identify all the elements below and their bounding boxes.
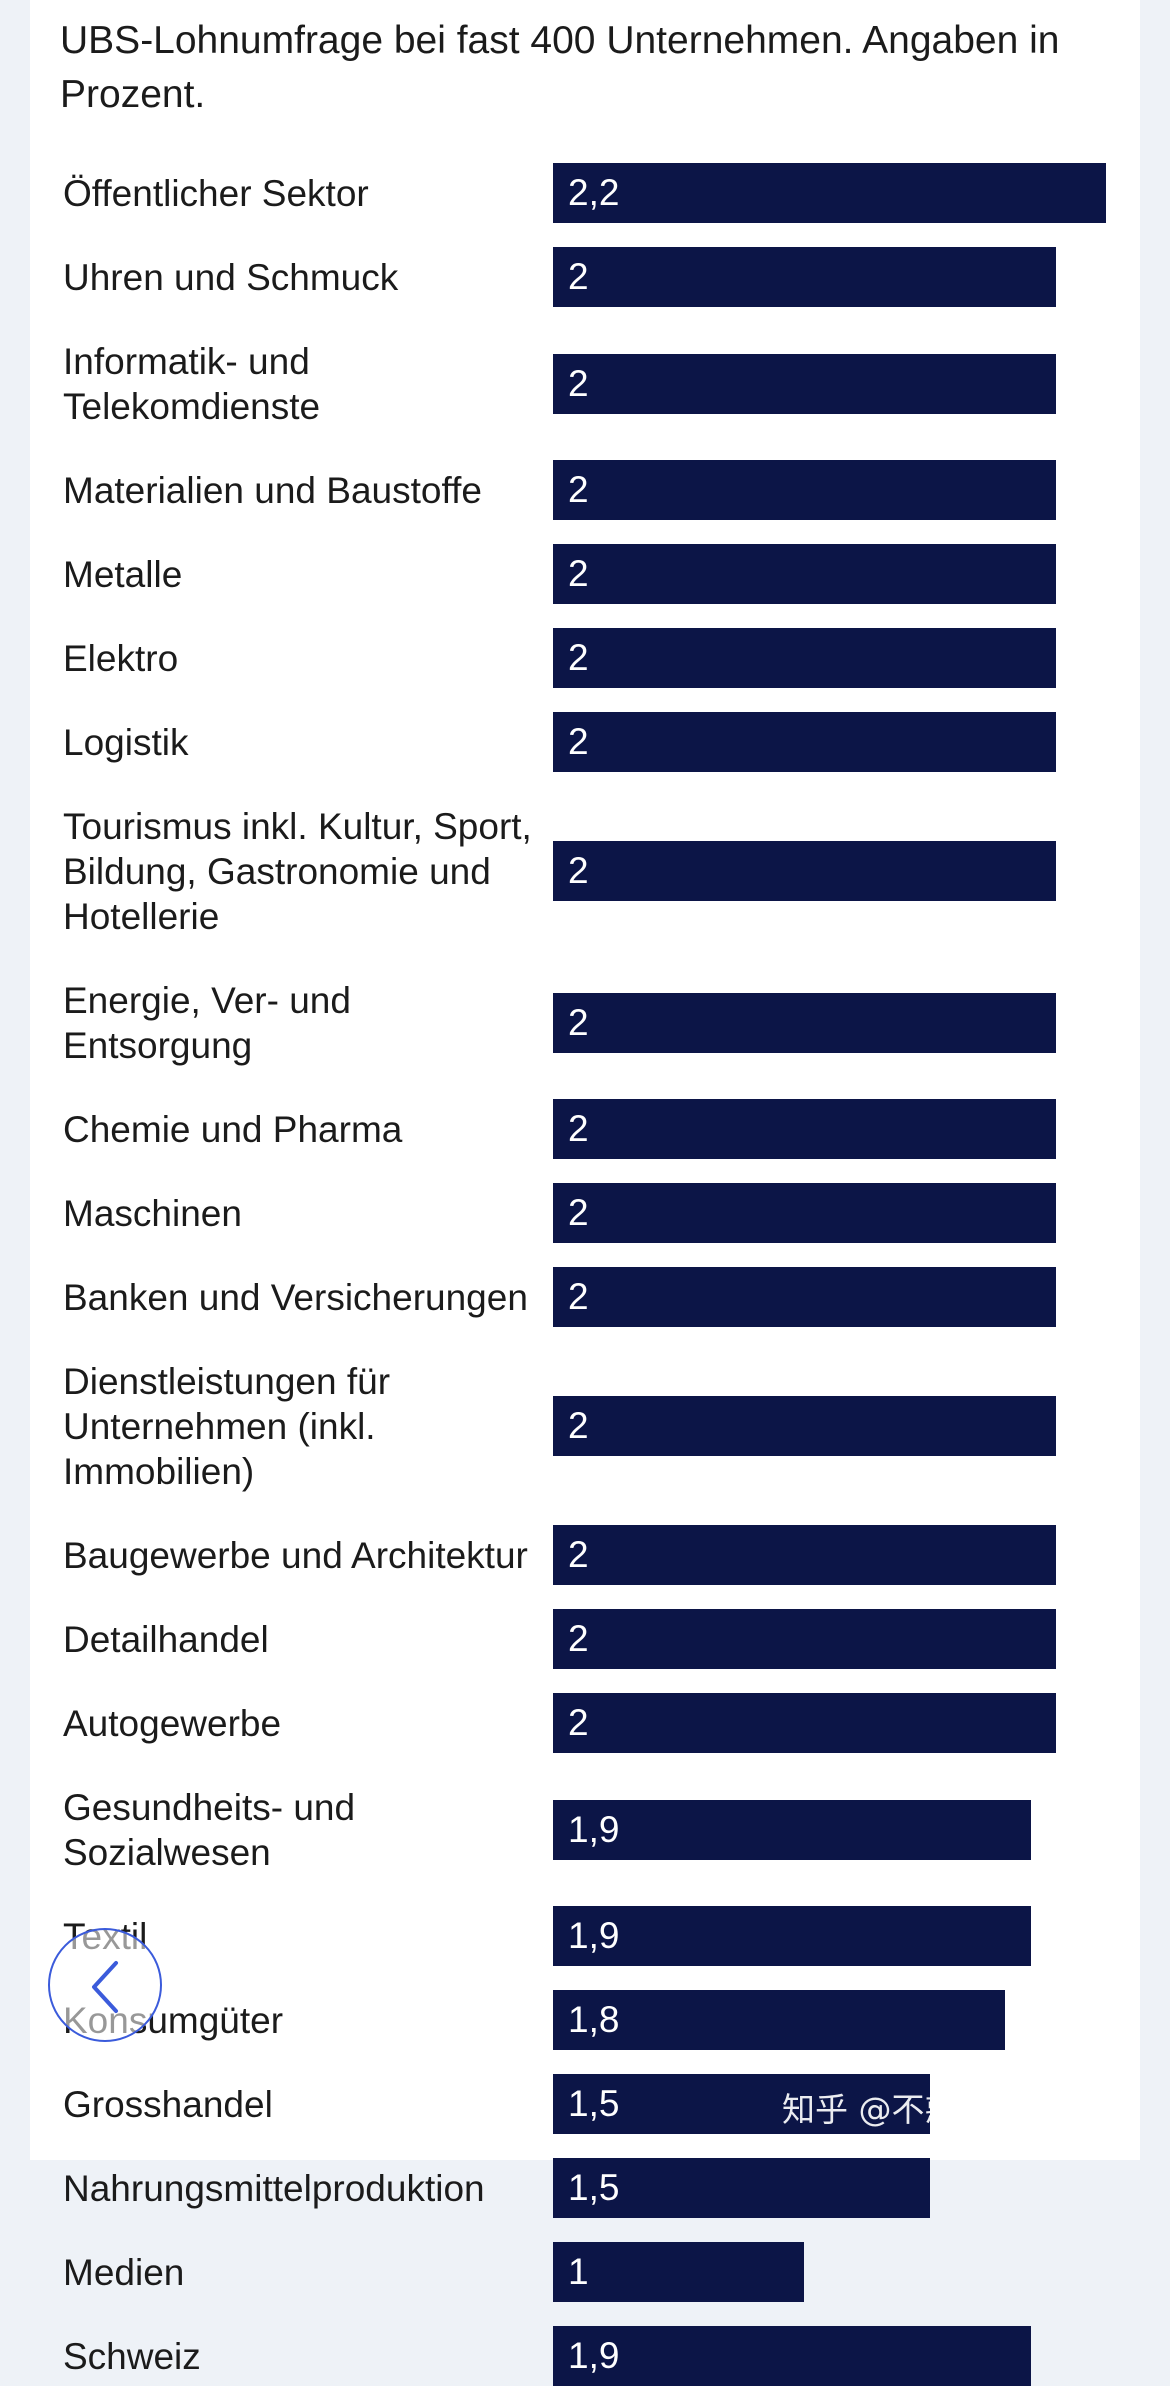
category-label: Detailhandel [63, 1618, 269, 1660]
back-button[interactable] [48, 1928, 162, 2042]
bar: 2 [553, 544, 1056, 604]
category-label: Materialien und Baustoffe [63, 469, 482, 511]
bar: 2 [553, 1267, 1056, 1327]
bar: 2 [553, 1693, 1056, 1753]
bar: 2 [553, 353, 1056, 414]
bar: 2 [553, 1525, 1056, 1585]
bar: 1,5 [553, 2074, 931, 2134]
chart-subtitle: UBS-Lohnumfrage bei fast 400 Unternehmen… [60, 19, 1060, 116]
bar: 1,9 [553, 1799, 1031, 1860]
bar: 2 [553, 628, 1056, 688]
bar: 1 [553, 2242, 805, 2302]
category-label: Nahrungsmittelproduktion [63, 2167, 485, 2209]
category-label: Metalle [63, 553, 183, 595]
category-label: Uhren und Schmuck [63, 256, 399, 298]
category-label: Autogewerbe [63, 1702, 282, 1744]
category-label: Maschinen [63, 1192, 242, 1234]
bar: 1,9 [553, 1906, 1031, 1966]
category-label: Banken und Versicherungen [63, 1276, 528, 1318]
watermark: 知乎 @不惑而惑在瑞士 [782, 2090, 1123, 2129]
category-label: Chemie und Pharma [63, 1108, 403, 1150]
category-label: Dienstleistungen für Unternehmen (inkl. … [63, 1360, 391, 1492]
category-label: Medien [63, 2251, 185, 2293]
bar: 1,9 [553, 2326, 1031, 2386]
bar: 2 [553, 247, 1056, 307]
bar: 2 [553, 992, 1056, 1053]
category-label: Tourismus inkl. Kultur, Sport, Bildung, … [63, 805, 532, 937]
bar: 2 [553, 1183, 1056, 1243]
category-label: Logistik [63, 721, 189, 763]
category-label: Gesundheits- und Sozialwesen [63, 1786, 356, 1873]
category-label: Informatik- und Telekomdienste [63, 340, 321, 427]
chevron-left-icon [92, 1961, 118, 2013]
category-label: Baugewerbe und Architektur [63, 1534, 528, 1576]
category-label: Elektro [63, 637, 179, 679]
bar: 2 [553, 1609, 1056, 1669]
bar: 2,2 [553, 163, 1106, 223]
bar: 1,8 [553, 1990, 1006, 2050]
category-label: Schweiz [63, 2335, 201, 2377]
bar: 2 [553, 460, 1056, 520]
category-label: Grosshandel [63, 2083, 273, 2125]
bar: 2 [553, 841, 1056, 901]
bar: 2 [553, 712, 1056, 772]
category-label: Öffentlicher Sektor [63, 172, 369, 214]
bar: 2 [553, 1396, 1056, 1456]
bar: 2 [553, 1099, 1056, 1159]
category-label: Energie, Ver- und Entsorgung [63, 979, 351, 1066]
bar: 1,5 [553, 2158, 931, 2218]
